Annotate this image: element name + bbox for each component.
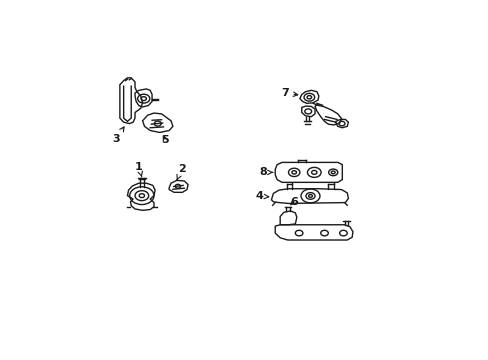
Text: 1: 1 [135, 162, 142, 177]
Text: 3: 3 [112, 127, 124, 144]
Text: 6: 6 [290, 197, 298, 207]
Text: 8: 8 [259, 167, 272, 177]
Text: 5: 5 [161, 135, 169, 145]
Text: 2: 2 [177, 164, 185, 180]
Text: 7: 7 [280, 88, 297, 98]
Text: 4: 4 [254, 191, 268, 201]
